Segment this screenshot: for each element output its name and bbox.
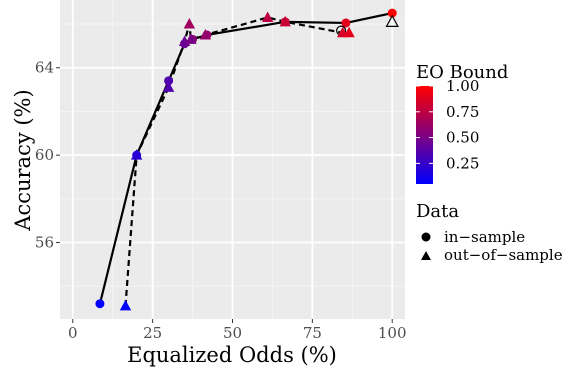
x-axis-title: Equalized Odds (%) [127, 343, 337, 367]
in-sample-point [387, 8, 397, 18]
in-sample-point [341, 18, 351, 28]
x-tick-label: 0 [68, 324, 78, 342]
out-of-sample-point [279, 15, 291, 27]
y-axis: 56 60 64 [35, 59, 60, 252]
color-legend-tick-label: 1.00 [446, 77, 479, 95]
color-legend-tick-label: 0.50 [446, 129, 479, 147]
out-of-sample-point [199, 28, 212, 40]
y-tick-label: 64 [35, 59, 54, 77]
shape-legend-title: Data [416, 201, 459, 222]
grid-lines [60, 0, 405, 319]
out-of-sample-hollow-point [385, 14, 399, 27]
in-sample-point [164, 76, 174, 86]
x-tick-label: 50 [223, 324, 242, 342]
out-of-sample-point [261, 11, 274, 22]
color-legend-tick-label: 0.75 [446, 103, 479, 121]
color-legend-title: EO Bound [416, 62, 508, 83]
out-of-sample-point [185, 33, 197, 44]
color-legend-bar [416, 86, 433, 184]
legend-triangle-icon [421, 251, 431, 260]
out-of-sample-line [124, 16, 350, 306]
legend-label-out-of-sample: out−of−sample [444, 246, 563, 264]
in-sample-point [95, 299, 105, 309]
out-of-sample-point [119, 299, 132, 311]
out-of-sample-point [162, 81, 175, 92]
y-axis-title: Accuracy (%) [11, 89, 35, 231]
color-legend-tick-label: 0.25 [446, 154, 479, 172]
color-legend-ticks: 0.25 0.50 0.75 1.00 [416, 77, 479, 172]
legend-label-in-sample: in−sample [444, 228, 525, 246]
legend-circle-icon [421, 232, 431, 242]
color-legend: EO Bound 0.25 0.50 0.75 1.00 [416, 62, 508, 184]
y-tick-label: 56 [35, 234, 54, 252]
out-of-sample-point [343, 26, 355, 38]
x-axis: 0 25 50 75 100 [68, 319, 407, 342]
shape-legend: Data in−sample out−of−sample [416, 201, 563, 264]
out-of-sample-point [130, 149, 143, 160]
x-tick-label: 100 [378, 324, 407, 342]
x-tick-label: 75 [303, 324, 322, 342]
x-tick-label: 25 [143, 324, 162, 342]
out-of-sample-point [183, 18, 196, 29]
y-tick-label: 60 [35, 146, 54, 164]
data-points [95, 8, 399, 311]
